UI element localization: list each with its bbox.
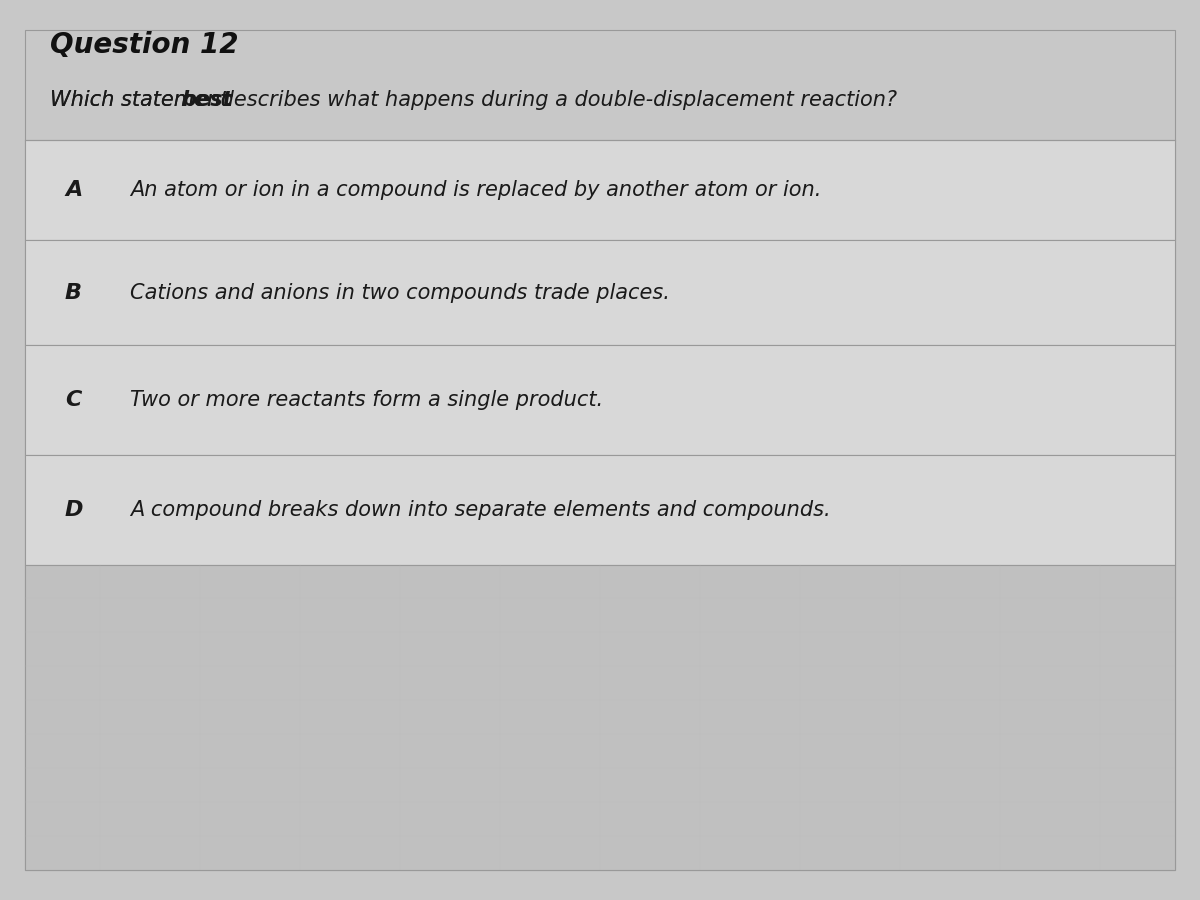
Text: Which statement: Which statement — [50, 90, 235, 110]
FancyBboxPatch shape — [25, 345, 1175, 455]
Text: describes what happens during a double-displacement reaction?: describes what happens during a double-d… — [214, 90, 898, 110]
FancyBboxPatch shape — [25, 140, 1175, 240]
Text: Which statement: Which statement — [50, 90, 235, 110]
Text: Cations and anions in two compounds trade places.: Cations and anions in two compounds trad… — [130, 283, 670, 302]
Text: Question 12: Question 12 — [50, 31, 239, 59]
Text: C: C — [65, 390, 82, 410]
Text: best: best — [181, 90, 233, 110]
Text: An atom or ion in a compound is replaced by another atom or ion.: An atom or ion in a compound is replaced… — [130, 180, 821, 200]
FancyBboxPatch shape — [25, 565, 1175, 870]
FancyBboxPatch shape — [25, 30, 1175, 870]
Text: A compound breaks down into separate elements and compounds.: A compound breaks down into separate ele… — [130, 500, 830, 520]
Text: D: D — [65, 500, 84, 520]
FancyBboxPatch shape — [25, 455, 1175, 565]
Text: B: B — [65, 283, 82, 302]
Text: Two or more reactants form a single product.: Two or more reactants form a single prod… — [130, 390, 604, 410]
Text: A: A — [65, 180, 83, 200]
FancyBboxPatch shape — [25, 240, 1175, 345]
